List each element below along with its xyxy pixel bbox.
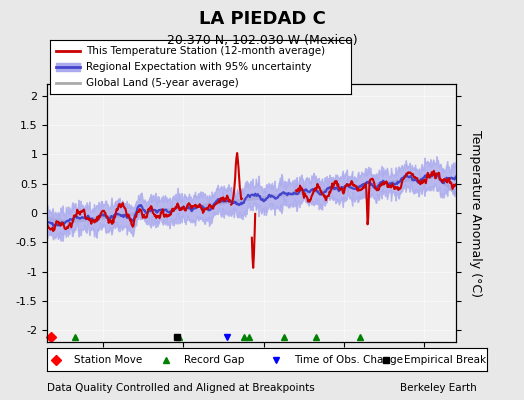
Text: Berkeley Earth: Berkeley Earth [400,383,477,393]
Text: Empirical Break: Empirical Break [403,354,486,365]
Text: Global Land (5-year average): Global Land (5-year average) [86,78,239,88]
Text: Station Move: Station Move [73,354,142,365]
Text: Data Quality Controlled and Aligned at Breakpoints: Data Quality Controlled and Aligned at B… [47,383,315,393]
Text: Time of Obs. Change: Time of Obs. Change [293,354,402,365]
Text: Regional Expectation with 95% uncertainty: Regional Expectation with 95% uncertaint… [86,62,311,72]
Text: LA PIEDAD C: LA PIEDAD C [199,10,325,28]
Text: 20.370 N, 102.030 W (Mexico): 20.370 N, 102.030 W (Mexico) [167,34,357,47]
Y-axis label: Temperature Anomaly (°C): Temperature Anomaly (°C) [470,130,482,296]
Text: Record Gap: Record Gap [183,354,244,365]
Text: This Temperature Station (12-month average): This Temperature Station (12-month avera… [86,46,325,56]
